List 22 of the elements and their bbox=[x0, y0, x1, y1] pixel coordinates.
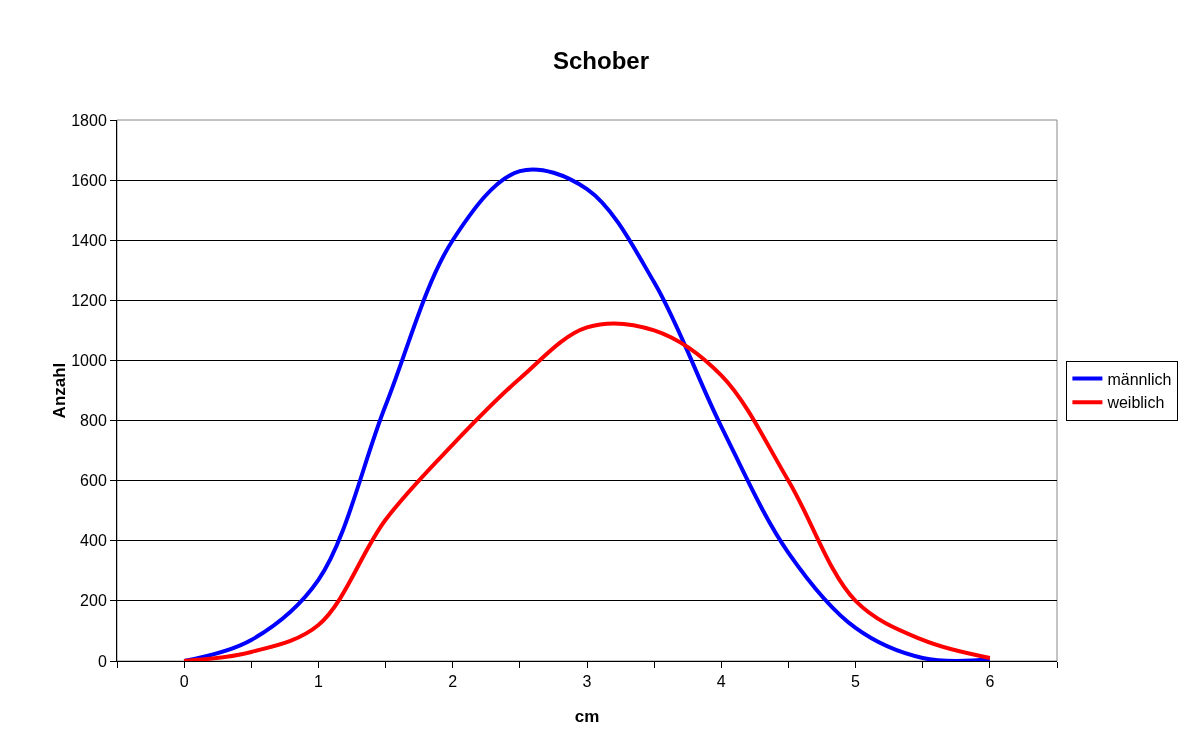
legend-label: männlich bbox=[1107, 370, 1172, 388]
x-tick-label: 5 bbox=[851, 673, 861, 691]
y-tick-label: 200 bbox=[80, 592, 107, 610]
y-tick-label: 1000 bbox=[71, 352, 107, 370]
y-tick-label: 1600 bbox=[71, 171, 107, 189]
x-axis-title: cm bbox=[574, 707, 600, 726]
x-tick-label: 4 bbox=[716, 673, 726, 691]
y-tick-label: 400 bbox=[80, 532, 107, 550]
x-tick-label: 2 bbox=[448, 673, 458, 691]
y-tick-label: 1200 bbox=[71, 291, 107, 309]
x-tick-label: 3 bbox=[582, 673, 592, 691]
x-tick-label: 1 bbox=[313, 673, 323, 691]
y-tick-label: 600 bbox=[80, 472, 107, 490]
y-tick-label: 0 bbox=[97, 652, 107, 670]
chart-title: Schober bbox=[552, 46, 650, 74]
x-tick-label: 6 bbox=[985, 673, 995, 691]
y-tick-label: 800 bbox=[80, 412, 107, 430]
y-tick-label: 1400 bbox=[71, 231, 107, 249]
x-tick-label: 0 bbox=[179, 673, 189, 691]
y-axis-title: Anzahl bbox=[50, 362, 70, 419]
y-tick-label: 1800 bbox=[71, 111, 107, 129]
legend-label: weiblich bbox=[1106, 394, 1165, 412]
